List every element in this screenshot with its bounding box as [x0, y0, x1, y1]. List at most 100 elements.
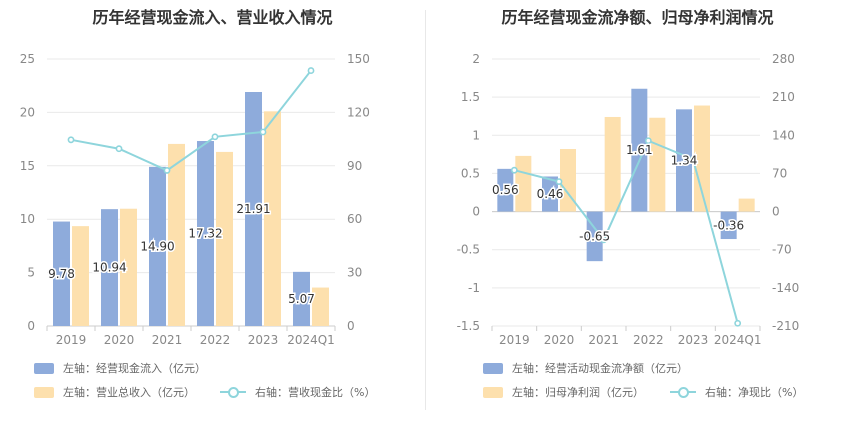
x-tick-label: 2022 [633, 333, 664, 347]
bar-secondary [649, 117, 666, 212]
y-left-tick-label: 25 [20, 52, 35, 66]
bar-data-label: 5.07 [288, 292, 315, 306]
bar-primary [542, 176, 558, 212]
cashflow-revenue-panel: 历年经营现金流入、营业收入情况 0 5 10 15 20 25 0 30 60 90 120 150 2… [20, 8, 376, 400]
legend-label: 左轴：营业总收入（亿元） [63, 386, 195, 399]
x-tick-label: 2021 [588, 333, 619, 347]
y-right-tick-label: -140 [772, 281, 799, 295]
y-left-tick-label: 0 [27, 319, 35, 333]
bar-primary [101, 209, 118, 326]
bar-data-label: 17.32 [188, 227, 222, 241]
legend-label: 左轴：归母净利润（亿元） [512, 386, 644, 399]
bar-data-label: 21.91 [236, 202, 270, 216]
bar-secondary [120, 208, 137, 326]
bar-data-label: -0.36 [713, 218, 744, 232]
netcash-profit-chart: -1.5 -1 -0.5 0 0.5 1 1.5 2 -210 -140 -70 0 70 140 210 2… [457, 52, 800, 347]
y-right-tick-label: 210 [772, 90, 795, 104]
cashflow-revenue-chart: 0 5 10 15 20 25 0 30 60 90 120 150 2019 2020 2021 2022 2… [20, 52, 370, 347]
y-left-tick-label: 1.5 [461, 90, 480, 104]
ratio-line-point [307, 67, 315, 74]
bar-secondary [264, 111, 281, 326]
y-left-tick-label: 20 [20, 105, 35, 119]
y-right-tick-label: 0 [347, 319, 355, 333]
y-right-tick-label: -70 [772, 243, 792, 257]
x-tick-label: 2020 [544, 333, 575, 347]
y-left-tick-label: 1 [472, 128, 480, 142]
x-tick-label: 2019 [56, 333, 87, 347]
y-right-tick-label: 150 [347, 52, 370, 66]
y-left-tick-label: -0.5 [457, 243, 480, 257]
bar-primary [293, 271, 310, 326]
legend-swatch [483, 362, 503, 374]
bar-primary [497, 168, 514, 212]
legend-item-net-cash-ratio[interactable]: 右轴：净现比（%） [670, 384, 803, 400]
y-right-tick-label: 90 [347, 159, 362, 173]
ratio-line-point [510, 166, 518, 174]
chart-title: 历年经营现金流净额、归母净利润情况 [501, 8, 774, 27]
bar-primary [676, 109, 692, 212]
legend-item-net-profit[interactable]: 左轴：归母净利润（亿元） [483, 384, 644, 400]
bar-secondary [216, 151, 233, 326]
bar-data-label: 9.78 [48, 267, 75, 281]
bar-primary [245, 92, 262, 327]
legend-label: 右轴：营收现金比（%） [255, 386, 376, 399]
bar-primary [720, 211, 737, 240]
ratio-line-point [115, 145, 123, 153]
bar-secondary [72, 226, 89, 326]
bar-primary [631, 88, 648, 212]
y-right-tick-label: 60 [347, 212, 362, 226]
bar-secondary [312, 287, 329, 326]
bar-primary [53, 221, 70, 326]
y-left-tick-label: 2 [472, 52, 480, 66]
legend-label: 左轴：经营现金流入（亿元） [63, 362, 206, 375]
panel-divider [425, 10, 426, 410]
bar-secondary [560, 149, 576, 212]
ratio-line-point [211, 133, 219, 141]
legend-swatch-line [670, 386, 696, 398]
y-left-tick-label: 0.5 [461, 166, 480, 180]
bar-secondary [604, 116, 621, 212]
bar-data-label: 1.34 [671, 153, 698, 167]
x-tick-label: 2020 [104, 333, 135, 347]
ratio-line-point [734, 319, 742, 327]
y-right-tick-label: 280 [772, 52, 795, 66]
bar-data-label: -0.65 [579, 229, 610, 243]
x-tick-label: 2023 [678, 333, 709, 347]
y-right-tick-label: 140 [772, 128, 795, 142]
bar-data-label: 0.56 [492, 183, 519, 197]
bar-primary [149, 166, 166, 326]
x-tick-label: 2024Q1 [714, 333, 762, 347]
y-right-tick-label: 0 [772, 205, 780, 219]
y-right-tick-label: -210 [772, 319, 799, 333]
ratio-line-point [163, 167, 171, 174]
ratio-line-point [67, 136, 75, 144]
y-left-tick-label: 10 [20, 212, 35, 226]
ratio-line-point [259, 128, 267, 136]
bar-secondary [694, 105, 710, 212]
legend-swatch-line [220, 386, 246, 398]
legend-label: 右轴：净现比（%） [705, 386, 804, 399]
y-left-tick-label: 0 [472, 205, 480, 219]
legend-item-net-cashflow[interactable]: 左轴：经营活动现金流净额（亿元） [483, 360, 688, 376]
legend-item-cash-inflow[interactable]: 左轴：经营现金流入（亿元） [34, 360, 206, 376]
legend-item-revenue[interactable]: 左轴：营业总收入（亿元） [34, 384, 195, 400]
legend-label: 左轴：经营活动现金流净额（亿元） [512, 362, 688, 375]
bar-primary [197, 141, 214, 326]
legend-swatch [483, 386, 503, 398]
legend-item-cash-ratio[interactable]: 右轴：营收现金比（%） [220, 384, 375, 400]
y-left-tick-label: -1 [468, 281, 480, 295]
x-tick-label: 2021 [152, 333, 183, 347]
ratio-line [514, 139, 739, 324]
y-right-tick-label: 30 [347, 266, 362, 280]
netcash-profit-panel: 历年经营现金流净额、归母净利润情况 -1.5 -1 -0.5 0 0.5 1 1.5 2 -21… [425, 0, 850, 437]
bar-data-label: 10.94 [92, 261, 126, 275]
x-tick-label: 2024Q1 [287, 333, 335, 347]
bar-data-label: 14.90 [140, 239, 174, 253]
legend-swatch [34, 386, 54, 398]
bar-data-label: 0.46 [537, 187, 564, 201]
ratio-line-point [600, 236, 608, 244]
chart-title: 历年经营现金流入、营业收入情况 [92, 8, 333, 27]
x-tick-label: 2019 [499, 333, 530, 347]
ratio-line-point [555, 178, 563, 186]
legend-swatch [34, 362, 54, 374]
